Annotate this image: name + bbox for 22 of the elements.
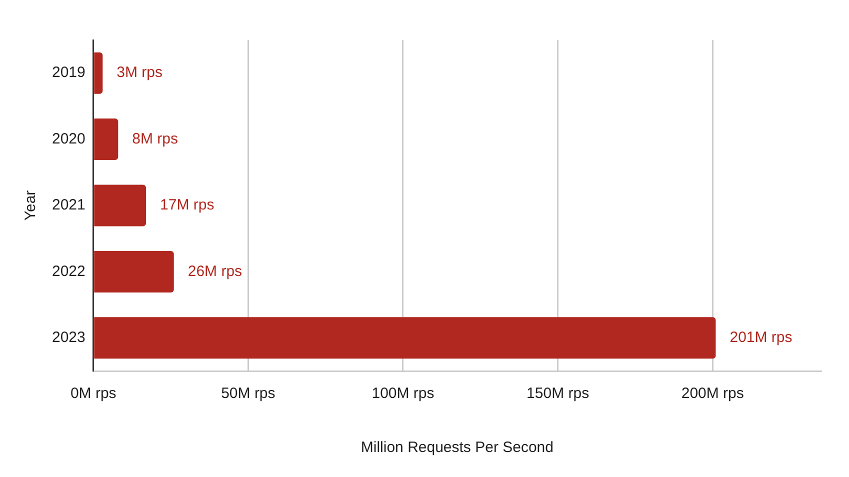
y-tick-label: 2019 [52, 64, 86, 82]
data-label: 26M rps [188, 262, 242, 280]
x-tick-label: 150M rps [526, 385, 590, 402]
bar [94, 52, 103, 94]
x-tick-label: 0M rps [70, 385, 116, 402]
data-label: 17M rps [160, 196, 214, 214]
y-tick-label: 2020 [52, 130, 86, 148]
y-tick-label: 2023 [52, 329, 86, 346]
bar [94, 118, 118, 160]
x-axis-title: Million Requests Per Second [360, 439, 554, 456]
x-tick-label: 50M rps [221, 385, 276, 402]
bar [94, 250, 174, 292]
bar [94, 184, 146, 226]
data-label: 201M rps [730, 329, 792, 346]
data-label: 3M rps [116, 64, 162, 82]
y-tick-label: 2022 [52, 262, 86, 280]
y-axis-title: Year [22, 190, 40, 221]
data-label: 8M rps [132, 130, 178, 148]
y-tick-label: 2021 [52, 196, 86, 214]
x-tick-label: 100M rps [372, 385, 434, 402]
x-tick-label: 200M rps [681, 385, 744, 402]
bar [94, 317, 716, 359]
